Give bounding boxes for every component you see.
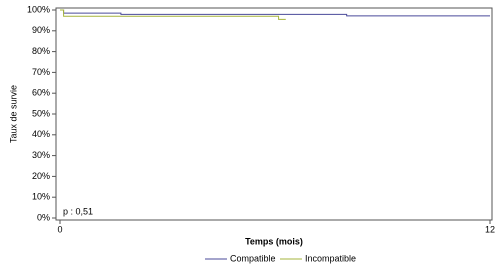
y-tick-label: 0% — [37, 212, 50, 222]
y-tick-label: 70% — [32, 67, 50, 77]
y-axis-label: Taux de survie — [8, 85, 18, 143]
y-tick-label: 50% — [32, 108, 50, 118]
y-tick-label: 40% — [32, 129, 50, 139]
x-axis-label: Temps (mois) — [245, 236, 303, 246]
y-tick-label: 30% — [32, 150, 50, 160]
y-tick-label: 90% — [32, 25, 50, 35]
y-tick-label: 10% — [32, 192, 50, 202]
legend-label: Compatible — [230, 253, 276, 263]
series-line — [60, 9, 490, 17]
series-line — [60, 9, 286, 20]
plot-frame — [55, 7, 493, 221]
legend-label: Incompatible — [305, 253, 356, 263]
x-tick-label: 12 — [485, 224, 495, 234]
annotation: p : 0,51 — [63, 206, 93, 216]
y-tick-label: 80% — [32, 46, 50, 56]
y-tick-label: 100% — [27, 4, 50, 14]
x-tick-label: 0 — [57, 224, 62, 234]
y-tick-label: 60% — [32, 88, 50, 98]
y-tick-label: 20% — [32, 171, 50, 181]
